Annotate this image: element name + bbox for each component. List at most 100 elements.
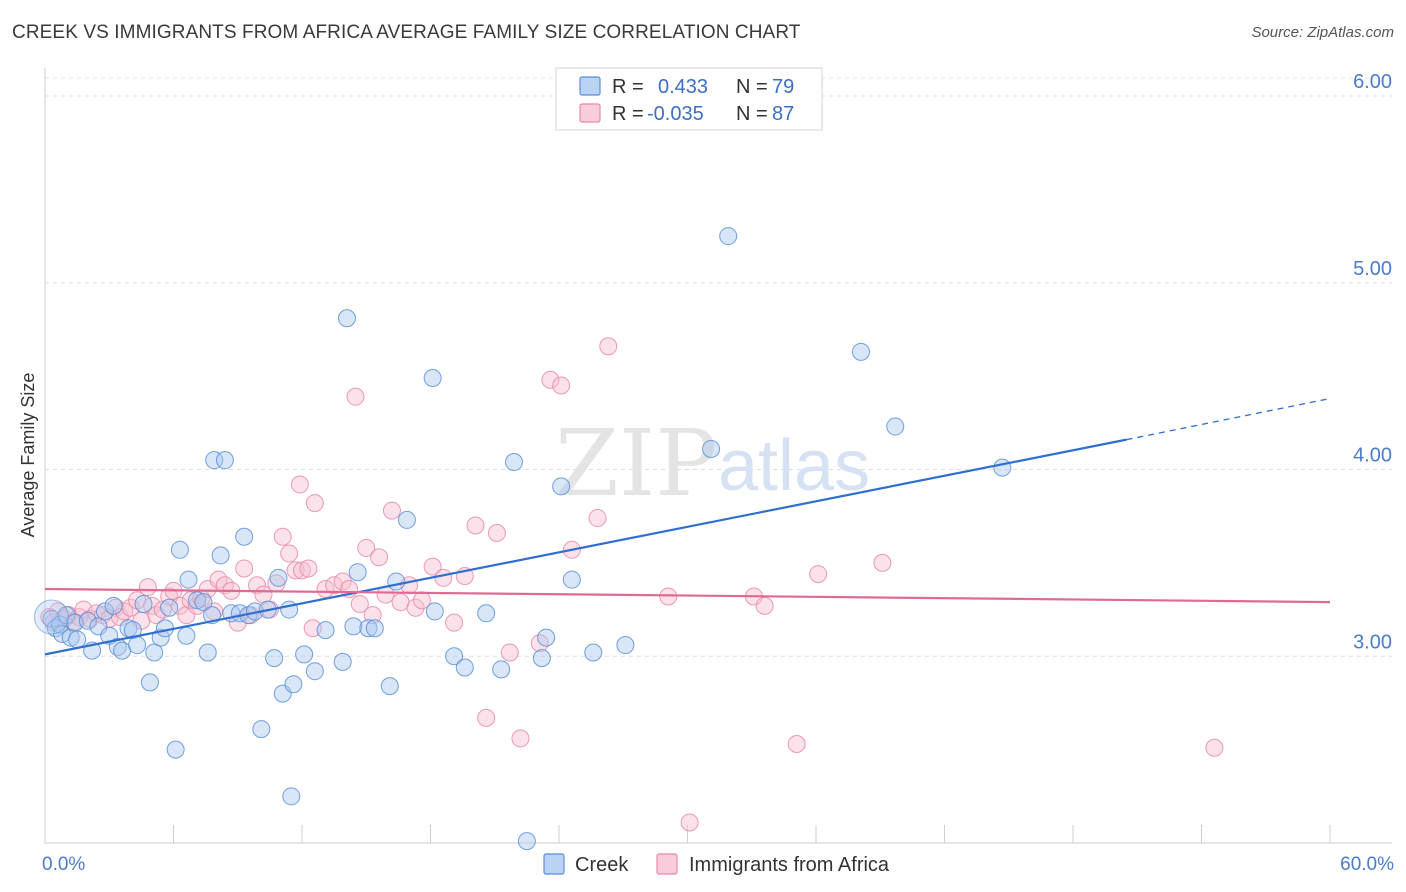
africa-point-62 bbox=[406, 598, 425, 617]
creek-point-55 bbox=[348, 563, 367, 582]
creek-point-31 bbox=[198, 643, 217, 662]
africa-point-44 bbox=[293, 561, 311, 580]
legend-swatch-africa bbox=[579, 103, 601, 123]
creek-point-44 bbox=[269, 568, 288, 587]
creek-point-7 bbox=[68, 630, 87, 649]
x-tick-label-1: 60.0% bbox=[1340, 854, 1394, 875]
africa-point-59 bbox=[382, 501, 401, 520]
bottom-legend-label-creek: Creek bbox=[575, 854, 629, 876]
creek-point-35 bbox=[215, 451, 234, 470]
creek-point-5 bbox=[61, 628, 80, 647]
africa-point-60 bbox=[391, 593, 410, 612]
legend-r-label-africa: R = bbox=[612, 103, 644, 125]
creek-point-18 bbox=[128, 636, 147, 655]
x-tick-label-0: 0.0% bbox=[42, 854, 85, 875]
x-tick-labels: 0.0% 60.0% bbox=[42, 854, 1394, 875]
creek-point-47 bbox=[282, 787, 301, 806]
creek-point-24 bbox=[160, 598, 179, 617]
chart-title: CREEK VS IMMIGRANTS FROM AFRICA AVERAGE … bbox=[12, 22, 801, 43]
creek-point-65 bbox=[477, 604, 496, 623]
africa-point-86 bbox=[1205, 738, 1224, 757]
creek-point-66 bbox=[492, 660, 511, 679]
creek-point-60 bbox=[397, 510, 416, 529]
creek-point-52 bbox=[333, 652, 352, 671]
creek-point-71 bbox=[562, 570, 581, 589]
legend-n-label-creek: N = bbox=[736, 76, 768, 98]
creek-point-54 bbox=[344, 617, 363, 636]
creek-point-19 bbox=[134, 594, 153, 613]
creek-point-17 bbox=[123, 621, 142, 640]
africa-point-48 bbox=[305, 494, 324, 513]
creek-point-23 bbox=[155, 619, 174, 638]
chart-source: Source: ZipAtlas.com bbox=[1251, 24, 1394, 41]
creek-point-20 bbox=[140, 673, 159, 692]
creek-point-25 bbox=[166, 740, 185, 759]
africa-point-63 bbox=[412, 591, 431, 610]
creek-point-63 bbox=[445, 647, 464, 666]
creek-point-0 bbox=[42, 609, 61, 628]
legend-bottom: Creek Immigrants from Africa bbox=[543, 853, 890, 876]
bottom-legend-label-africa: Immigrants from Africa bbox=[689, 854, 890, 876]
creek-point-58 bbox=[387, 572, 406, 591]
trend-line-africa bbox=[44, 587, 1331, 604]
legend-n-value-creek: 79 bbox=[772, 76, 794, 98]
africa-point-41 bbox=[273, 527, 292, 546]
creek-point-68 bbox=[532, 649, 551, 668]
africa-point-82 bbox=[755, 596, 774, 615]
africa-point-84 bbox=[809, 565, 828, 584]
africa-point-35 bbox=[235, 559, 254, 578]
creek-point-73 bbox=[616, 636, 635, 655]
y-tick-labels: 3.00 4.00 5.00 6.00 bbox=[1353, 71, 1392, 653]
africa-point-68 bbox=[466, 516, 485, 535]
creek-point-78 bbox=[993, 458, 1012, 477]
creek-point-38 bbox=[235, 527, 254, 546]
axes bbox=[44, 68, 1392, 844]
creek-point-72 bbox=[584, 643, 603, 662]
creek-point-15 bbox=[113, 641, 132, 660]
watermark-zip: ZIP bbox=[555, 410, 717, 517]
creek-point-30 bbox=[194, 593, 213, 612]
creek-point-41 bbox=[252, 720, 271, 739]
legend-n-value-africa: 87 bbox=[772, 103, 794, 125]
creek-point-67 bbox=[505, 453, 524, 472]
creek-point-50 bbox=[305, 662, 324, 681]
watermark-atlas: atlas bbox=[718, 426, 870, 506]
creek-point-62 bbox=[425, 602, 444, 621]
creek-point-49 bbox=[295, 645, 314, 664]
legend-r-value-creek: 0.433 bbox=[658, 76, 708, 98]
africa-point-80 bbox=[680, 813, 699, 832]
creek-point-74 bbox=[702, 439, 721, 458]
creek-point-21 bbox=[145, 643, 164, 662]
africa-point-18 bbox=[138, 578, 157, 597]
creek-point-79 bbox=[517, 832, 536, 851]
creek-point-70 bbox=[552, 477, 571, 496]
africa-point-66 bbox=[445, 613, 464, 632]
africa-point-21 bbox=[153, 600, 172, 619]
creek-point-56 bbox=[359, 619, 378, 638]
africa-point-57 bbox=[370, 548, 389, 567]
africa-point-45 bbox=[299, 559, 318, 578]
creek-point-43 bbox=[265, 649, 284, 668]
africa-point-42 bbox=[280, 544, 299, 563]
legend-top: R = 0.433 N = 79 R = -0.035 N = 87 bbox=[555, 67, 823, 131]
africa-point-51 bbox=[333, 572, 352, 591]
africa-point-46 bbox=[290, 475, 309, 494]
africa-point-50 bbox=[325, 576, 344, 595]
creek-point-11 bbox=[95, 602, 114, 621]
creek-point-53 bbox=[337, 309, 356, 328]
africa-point-71 bbox=[500, 643, 519, 662]
creek-point-77 bbox=[886, 417, 905, 436]
creek-point-61 bbox=[423, 369, 442, 387]
legend-r-value-africa: -0.035 bbox=[647, 103, 704, 125]
watermark: ZIP atlas bbox=[555, 410, 870, 517]
africa-point-75 bbox=[552, 376, 571, 395]
africa-point-49 bbox=[316, 580, 335, 599]
y-tick-label-2: 5.00 bbox=[1353, 258, 1392, 280]
legend-n-label-africa: N = bbox=[736, 103, 768, 125]
bottom-legend-swatch-africa bbox=[656, 853, 678, 875]
creek-point-69 bbox=[537, 628, 556, 647]
y-tick-label-0: 3.00 bbox=[1353, 631, 1392, 653]
creek-point-26 bbox=[170, 540, 189, 559]
africa-point-64 bbox=[423, 557, 442, 576]
